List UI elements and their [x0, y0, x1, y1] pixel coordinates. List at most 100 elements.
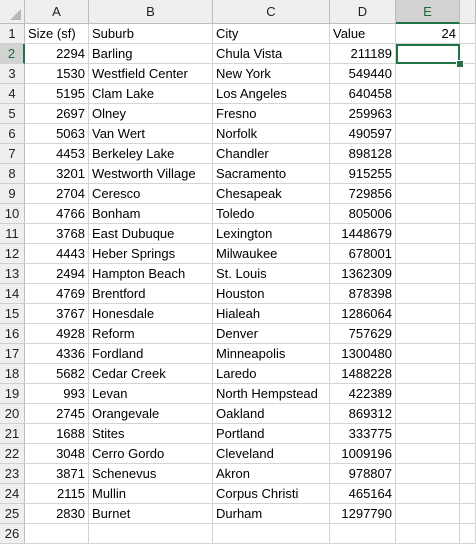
cell-a14[interactable]: 4769 — [25, 284, 89, 304]
cell-b18[interactable]: Cedar Creek — [89, 364, 213, 384]
cell-d24[interactable]: 465164 — [330, 484, 396, 504]
cell-d5[interactable]: 259963 — [330, 104, 396, 124]
cell-b5[interactable]: Olney — [89, 104, 213, 124]
column-header-next[interactable] — [460, 0, 476, 24]
cell-e16[interactable] — [396, 324, 460, 344]
cell-c13[interactable]: St. Louis — [213, 264, 330, 284]
cell-d4[interactable]: 640458 — [330, 84, 396, 104]
cell-a5[interactable]: 2697 — [25, 104, 89, 124]
cell-f15[interactable] — [460, 304, 476, 324]
cell-b8[interactable]: Westworth Village — [89, 164, 213, 184]
cell-d19[interactable]: 422389 — [330, 384, 396, 404]
cell-b10[interactable]: Bonham — [89, 204, 213, 224]
row-header-1[interactable]: 1 — [0, 24, 25, 44]
cell-c18[interactable]: Laredo — [213, 364, 330, 384]
row-header-24[interactable]: 24 — [0, 484, 25, 504]
cell-a18[interactable]: 5682 — [25, 364, 89, 384]
cell-c6[interactable]: Norfolk — [213, 124, 330, 144]
cell-d14[interactable]: 878398 — [330, 284, 396, 304]
cell-c25[interactable]: Durham — [213, 504, 330, 524]
row-header-2[interactable]: 2 — [0, 44, 25, 64]
cell-e15[interactable] — [396, 304, 460, 324]
cell-c22[interactable]: Cleveland — [213, 444, 330, 464]
cell-d20[interactable]: 869312 — [330, 404, 396, 424]
row-header-22[interactable]: 22 — [0, 444, 25, 464]
cell-e26[interactable] — [396, 524, 460, 544]
cell-f25[interactable] — [460, 504, 476, 524]
cell-a6[interactable]: 5063 — [25, 124, 89, 144]
column-header-e[interactable]: E — [396, 0, 460, 24]
cell-d25[interactable]: 1297790 — [330, 504, 396, 524]
cell-a24[interactable]: 2115 — [25, 484, 89, 504]
cell-f17[interactable] — [460, 344, 476, 364]
cell-f26[interactable] — [460, 524, 476, 544]
cell-b13[interactable]: Hampton Beach — [89, 264, 213, 284]
cell-f8[interactable] — [460, 164, 476, 184]
cell-c1[interactable]: City — [213, 24, 330, 44]
cell-e22[interactable] — [396, 444, 460, 464]
row-header-15[interactable]: 15 — [0, 304, 25, 324]
cell-f11[interactable] — [460, 224, 476, 244]
cell-d18[interactable]: 1488228 — [330, 364, 396, 384]
cell-d22[interactable]: 1009196 — [330, 444, 396, 464]
cell-b23[interactable]: Schenevus — [89, 464, 213, 484]
cell-f18[interactable] — [460, 364, 476, 384]
cell-a10[interactable]: 4766 — [25, 204, 89, 224]
cell-b26[interactable] — [89, 524, 213, 544]
row-header-19[interactable]: 19 — [0, 384, 25, 404]
row-header-11[interactable]: 11 — [0, 224, 25, 244]
cell-d8[interactable]: 915255 — [330, 164, 396, 184]
cell-e14[interactable] — [396, 284, 460, 304]
cell-b24[interactable]: Mullin — [89, 484, 213, 504]
cell-d1[interactable]: Value — [330, 24, 396, 44]
cell-e20[interactable] — [396, 404, 460, 424]
cell-b12[interactable]: Heber Springs — [89, 244, 213, 264]
cell-f24[interactable] — [460, 484, 476, 504]
cell-d2[interactable]: 211189 — [330, 44, 396, 64]
cell-c14[interactable]: Houston — [213, 284, 330, 304]
column-header-d[interactable]: D — [330, 0, 396, 24]
column-header-b[interactable]: B — [89, 0, 213, 24]
cell-a9[interactable]: 2704 — [25, 184, 89, 204]
cell-e5[interactable] — [396, 104, 460, 124]
row-header-14[interactable]: 14 — [0, 284, 25, 304]
cell-c11[interactable]: Lexington — [213, 224, 330, 244]
row-header-10[interactable]: 10 — [0, 204, 25, 224]
cell-e10[interactable] — [396, 204, 460, 224]
cell-a13[interactable]: 2494 — [25, 264, 89, 284]
cell-d6[interactable]: 490597 — [330, 124, 396, 144]
cell-b25[interactable]: Burnet — [89, 504, 213, 524]
cell-b14[interactable]: Brentford — [89, 284, 213, 304]
cell-e6[interactable] — [396, 124, 460, 144]
row-header-23[interactable]: 23 — [0, 464, 25, 484]
row-header-20[interactable]: 20 — [0, 404, 25, 424]
cell-a17[interactable]: 4336 — [25, 344, 89, 364]
cell-a4[interactable]: 5195 — [25, 84, 89, 104]
cell-e25[interactable] — [396, 504, 460, 524]
cell-d7[interactable]: 898128 — [330, 144, 396, 164]
cell-f4[interactable] — [460, 84, 476, 104]
cell-d21[interactable]: 333775 — [330, 424, 396, 444]
cell-c24[interactable]: Corpus Christi — [213, 484, 330, 504]
cell-d12[interactable]: 678001 — [330, 244, 396, 264]
cell-b21[interactable]: Stites — [89, 424, 213, 444]
row-header-6[interactable]: 6 — [0, 124, 25, 144]
cell-c12[interactable]: Milwaukee — [213, 244, 330, 264]
cell-c7[interactable]: Chandler — [213, 144, 330, 164]
cell-f16[interactable] — [460, 324, 476, 344]
cell-f1[interactable] — [460, 24, 476, 44]
cell-d16[interactable]: 757629 — [330, 324, 396, 344]
cell-c15[interactable]: Hialeah — [213, 304, 330, 324]
cell-a2[interactable]: 2294 — [25, 44, 89, 64]
row-header-25[interactable]: 25 — [0, 504, 25, 524]
cell-f7[interactable] — [460, 144, 476, 164]
cell-d3[interactable]: 549440 — [330, 64, 396, 84]
cell-f6[interactable] — [460, 124, 476, 144]
cell-a15[interactable]: 3767 — [25, 304, 89, 324]
cell-a26[interactable] — [25, 524, 89, 544]
cell-a8[interactable]: 3201 — [25, 164, 89, 184]
cell-e18[interactable] — [396, 364, 460, 384]
cell-d26[interactable] — [330, 524, 396, 544]
cell-b22[interactable]: Cerro Gordo — [89, 444, 213, 464]
row-header-8[interactable]: 8 — [0, 164, 25, 184]
